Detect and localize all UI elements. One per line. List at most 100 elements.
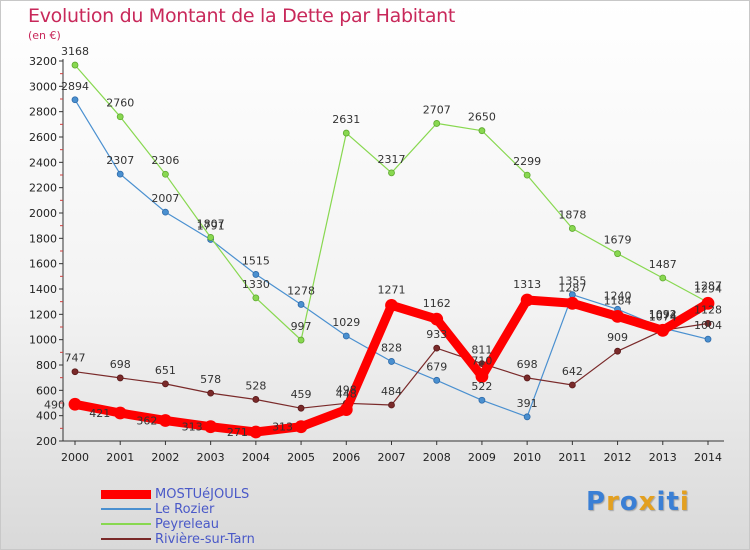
data-point bbox=[159, 414, 172, 427]
data-point bbox=[478, 127, 486, 135]
x-tick-label: 2010 bbox=[513, 451, 541, 464]
data-point bbox=[520, 293, 534, 307]
data-label: 421 bbox=[89, 407, 110, 420]
data-point bbox=[385, 298, 398, 312]
data-labels: 490 421 362 313 271 313 448 1271 1162 710 1313 1287… bbox=[44, 45, 722, 439]
data-point bbox=[478, 396, 486, 404]
data-label: 1791 bbox=[197, 219, 225, 232]
data-point bbox=[388, 169, 395, 177]
y-tick-label: 2400 bbox=[29, 156, 57, 169]
data-label: 528 bbox=[245, 379, 266, 392]
data-point bbox=[162, 380, 169, 388]
chart-title: Evolution du Montant de la Dette par Hab… bbox=[28, 5, 456, 27]
x-tick-label: 2014 bbox=[694, 451, 722, 464]
legend-label: Peyreleau bbox=[155, 517, 219, 532]
data-point bbox=[523, 413, 531, 421]
x-tick-label: 2005 bbox=[287, 451, 315, 464]
legend-swatch bbox=[101, 508, 151, 510]
data-label: 909 bbox=[607, 331, 628, 344]
data-label: 1287 bbox=[558, 281, 586, 294]
proxiti-logo: Proxiti bbox=[586, 487, 690, 517]
data-label: 1679 bbox=[604, 234, 632, 247]
data-label: 933 bbox=[426, 328, 447, 341]
x-tick-label: 2013 bbox=[649, 451, 677, 464]
y-tick-label: 600 bbox=[36, 384, 57, 397]
data-label: 1278 bbox=[287, 284, 315, 297]
data-label: 1074 bbox=[649, 310, 677, 323]
x-tick-label: 2001 bbox=[106, 451, 134, 464]
data-label: 679 bbox=[426, 360, 447, 373]
data-label: 2707 bbox=[423, 103, 451, 116]
data-label: 362 bbox=[136, 414, 157, 427]
data-label: 391 bbox=[517, 397, 538, 410]
x-tick-label: 2008 bbox=[423, 451, 451, 464]
legend-swatch bbox=[101, 538, 151, 540]
y-tick-label: 1400 bbox=[29, 283, 57, 296]
x-tick-label: 2000 bbox=[61, 451, 89, 464]
series-line bbox=[300, 132, 347, 341]
data-point bbox=[162, 208, 169, 216]
x-tick-label: 2011 bbox=[558, 451, 586, 464]
data-label: 490 bbox=[44, 398, 65, 411]
data-point bbox=[252, 294, 260, 302]
y-tick-label: 1800 bbox=[29, 232, 57, 245]
data-label: 2306 bbox=[151, 154, 179, 167]
data-label: 313 bbox=[272, 421, 293, 434]
data-point bbox=[523, 171, 531, 179]
data-label: 578 bbox=[200, 373, 221, 386]
series-le-rozier bbox=[71, 96, 712, 421]
data-label: 1271 bbox=[378, 283, 406, 296]
x-tick-label: 2009 bbox=[468, 451, 496, 464]
data-label: 651 bbox=[155, 364, 176, 377]
series-line bbox=[345, 122, 709, 303]
series-layer bbox=[68, 61, 715, 439]
data-point bbox=[430, 312, 444, 326]
data-point bbox=[568, 381, 576, 389]
chart-unit: (en €) bbox=[28, 29, 61, 42]
data-label: 271 bbox=[227, 426, 248, 439]
data-point bbox=[704, 320, 712, 327]
data-point bbox=[297, 336, 305, 344]
data-label: 1878 bbox=[558, 208, 586, 221]
series-riviere-sur-tarn bbox=[71, 320, 712, 412]
data-label: 2299 bbox=[513, 155, 541, 168]
data-point bbox=[614, 250, 621, 258]
data-point bbox=[342, 129, 350, 137]
series-line bbox=[74, 64, 302, 341]
data-label: 1355 bbox=[558, 275, 586, 288]
data-label: 2307 bbox=[106, 154, 134, 167]
data-label: 828 bbox=[381, 341, 402, 354]
data-label: 1313 bbox=[513, 278, 541, 291]
data-label: 2317 bbox=[378, 153, 406, 166]
data-point bbox=[252, 396, 260, 403]
y-tick-label: 1600 bbox=[29, 258, 57, 271]
data-point bbox=[565, 296, 579, 310]
data-point bbox=[71, 368, 79, 376]
data-point bbox=[207, 234, 215, 241]
data-label: 1029 bbox=[332, 316, 360, 329]
data-point bbox=[252, 271, 260, 278]
y-tick-label: 400 bbox=[36, 410, 57, 423]
data-label: 498 bbox=[336, 383, 357, 396]
data-label: 698 bbox=[110, 358, 131, 371]
y-tick-label: 3200 bbox=[29, 55, 57, 68]
data-point bbox=[71, 61, 79, 69]
data-label: 642 bbox=[562, 365, 583, 378]
data-label: 2894 bbox=[61, 80, 89, 93]
data-point bbox=[523, 374, 531, 382]
data-point bbox=[433, 120, 441, 127]
data-point bbox=[71, 96, 79, 104]
x-tick-label: 2012 bbox=[604, 451, 632, 464]
data-point bbox=[297, 404, 305, 412]
data-label: 2650 bbox=[468, 111, 496, 124]
data-point bbox=[701, 296, 715, 310]
data-label: 698 bbox=[517, 358, 538, 371]
data-label: 522 bbox=[471, 380, 492, 393]
legend-label: MOSTUéJOULS bbox=[155, 487, 250, 502]
series-mostuejouls bbox=[68, 293, 715, 439]
x-tick-label: 2003 bbox=[197, 451, 225, 464]
data-label: 2760 bbox=[106, 97, 134, 110]
data-label: 3168 bbox=[61, 45, 89, 58]
data-label: 747 bbox=[65, 352, 86, 365]
data-label: 1807 bbox=[197, 217, 225, 230]
